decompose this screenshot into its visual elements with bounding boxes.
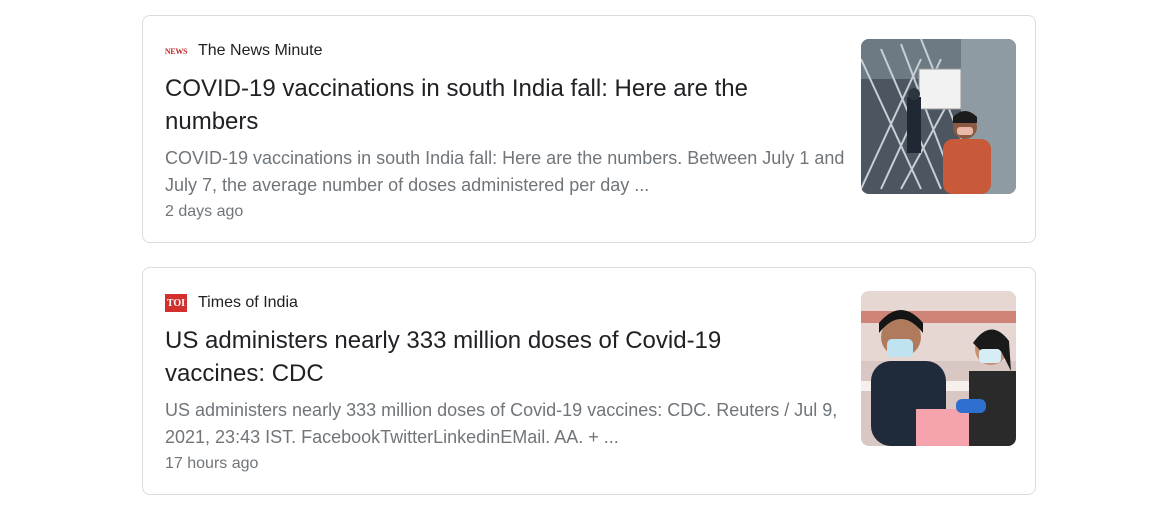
news-minute-favicon-icon: NEWS: [164, 46, 188, 56]
news-result-card[interactable]: NEWS The News Minute COVID-19 vaccinatio…: [142, 15, 1036, 243]
source-row: NEWS The News Minute: [165, 41, 323, 61]
result-snippet: COVID-19 vaccinations in south India fal…: [165, 148, 845, 195]
source-name: The News Minute: [198, 42, 323, 59]
result-timestamp: 2 days ago: [165, 203, 244, 220]
news-result-card[interactable]: TOI Times of India US administers nearly…: [142, 267, 1036, 495]
result-timestamp: 17 hours ago: [165, 455, 259, 472]
result-title-link[interactable]: COVID-19 vaccinations in south India fal…: [165, 75, 748, 135]
vaccine-injection-thumbnail-icon[interactable]: [861, 291, 1016, 446]
times-of-india-favicon-icon: TOI: [165, 294, 187, 312]
source-row: TOI Times of India: [165, 293, 298, 313]
result-snippet: US administers nearly 333 million doses …: [165, 400, 838, 447]
vaccination-center-thumbnail-icon[interactable]: [861, 39, 1016, 194]
source-name: Times of India: [198, 294, 298, 311]
result-title-link[interactable]: US administers nearly 333 million doses …: [165, 327, 722, 387]
